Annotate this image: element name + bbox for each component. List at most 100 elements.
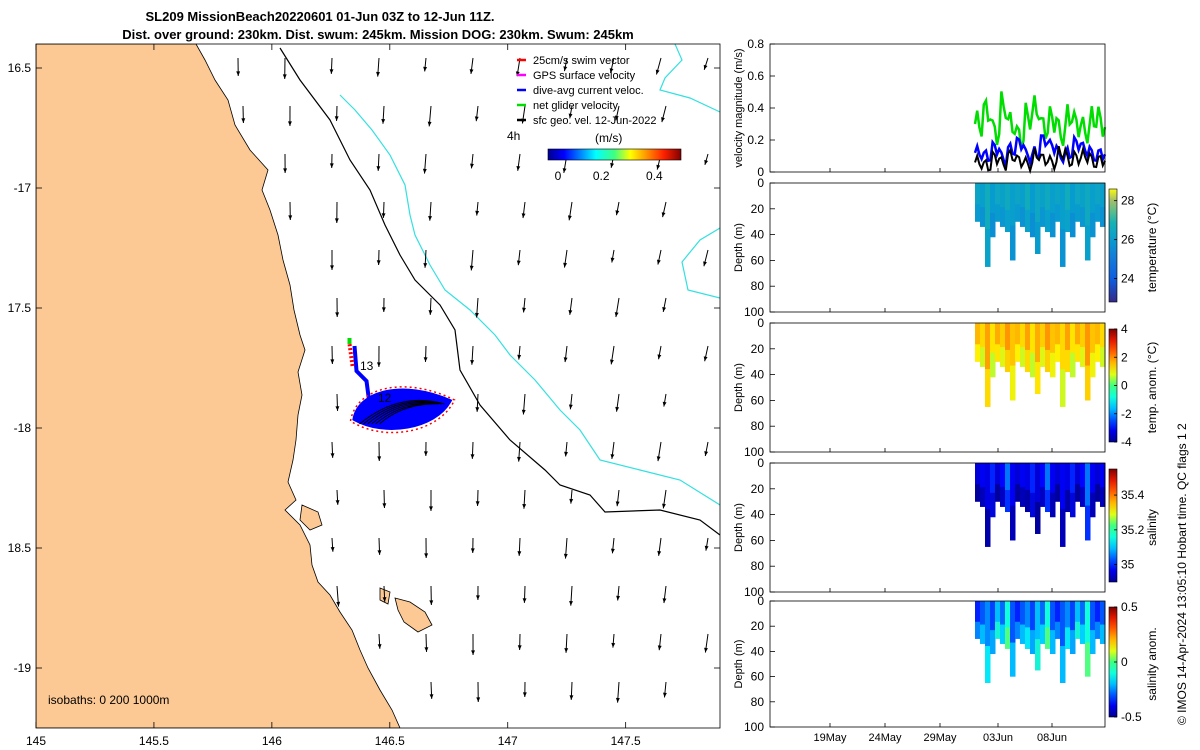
profile-column-deep [1065,349,1071,373]
map-y-tick-label: 17.5 [8,301,32,315]
profile-column-deep [1055,344,1061,362]
profile-column-deep [1035,639,1041,671]
colorbar-tick-label: 0 [1121,379,1128,393]
profile-column-deep [1070,212,1076,238]
profile-column-deep [980,624,986,644]
profile-column [1075,183,1081,222]
profile-column-deep [1080,487,1086,507]
y-tick-label: 100 [744,585,764,599]
profile-column-deep [1010,505,1016,541]
sfc-geo-vector-head [381,213,386,218]
sfc-geo-vector-head [704,451,709,457]
profile-column [1010,183,1016,261]
geostrophic-vector-field [236,57,709,703]
profile-column [1085,323,1091,401]
sfc-geo-vector-head [335,406,340,411]
profile-column-deep [1020,487,1026,507]
profile-column-deep [1050,630,1056,654]
sfc-geo-vector-head [662,503,666,509]
sfc-geo-vector-head [615,406,620,412]
figure-title-line1: SL209 MissionBeach20220601 01-Jun 03Z to… [146,9,495,24]
profile-column-deep [975,204,981,222]
sfc-geo-vector-head [662,401,667,407]
y-tick-label: 100 [744,305,764,319]
profile-column [980,463,986,507]
colorbar-tick-label: -4 [1121,435,1132,449]
profile-column-deep [1000,624,1006,644]
temperature-panel: 0 20 40 60 80 100 28 26 24 temperature (°C) Depth … [733,176,1159,319]
legend-label: sfc geo. vel. 12-Jun-2022 [533,115,657,127]
sfc-geo-vector-head [615,210,620,216]
sfc-geo-vector-head [564,648,569,653]
profile-column [975,463,981,502]
colorbar-label: salinity anom. [1145,627,1159,700]
map-axis-ticks: 145 145.5 146 146.5 147 147.5 16.5 -17 17.5 -18 18… [8,44,720,748]
map-x-tick-label: 145 [26,734,46,748]
profile-column-deep [980,487,986,507]
panel-colorbar [1108,468,1118,583]
sfc-geo-vector-head [567,215,572,221]
colorbar-tick-label: 28 [1121,194,1135,208]
profile-column-deep [1045,627,1051,649]
profile-column [1080,601,1086,644]
profile-column [1060,601,1066,683]
sfc-geo-vector-head [423,66,428,72]
profile-column-deep [1070,352,1076,378]
sfc-geo-vector-head [521,213,526,219]
sfc-geo-vector-head [569,695,574,700]
sfc-geo-vector-head [476,697,481,702]
y-tick-label: 0 [757,316,764,330]
velocity-series-line [973,91,1107,150]
velocity-series-line [973,133,1107,168]
colorbar-tick-label: 0.5 [1121,600,1138,614]
speed-colorbar [547,148,682,161]
y-tick-label: 0.6 [747,69,764,83]
profile-column-deep [1100,624,1106,644]
sfc-geo-vector-head [376,260,381,265]
sfc-geo-vector-head [657,645,662,651]
profile-column [1090,183,1096,238]
track-loop [379,403,430,425]
y-tick-label: 20 [751,619,765,633]
profile-column-deep [1080,207,1086,227]
sfc-geo-vector-head [381,307,386,312]
profile-column-deep [1030,630,1036,654]
map-x-tick-label: 146.5 [375,734,405,748]
colorbar-tick-label: 35 [1121,558,1135,572]
sfc-geo-vector-head [569,498,574,504]
profile-column [1060,183,1066,267]
profile-column [980,323,986,367]
profile-column-deep [1025,349,1031,373]
time-axis-tick-label: 03Jun [983,732,1013,744]
sfc-geo-vector-head [517,645,522,650]
profile-column [1085,601,1091,677]
profile-column [995,463,1001,502]
profile-column-deep [1020,624,1026,644]
profile-column [1070,463,1076,518]
sfc-geo-vector-head [516,260,521,266]
sfc-geo-vector-head [563,553,568,559]
profile-column [1090,601,1096,654]
colorbar-tick-label: -0.5 [1121,710,1142,724]
sfc-geo-vector-head [615,501,620,507]
profile-column-deep [1030,212,1036,238]
sfc-geo-vector-head [288,215,293,220]
sfc-geo-vector-head [424,647,429,652]
profile-column [1055,323,1061,362]
panel-y-label: velocity magnitude (m/s) [733,48,745,167]
island-2 [394,597,433,633]
y-tick-label: 40 [751,644,765,658]
profile-column [1020,323,1026,367]
profile-column-deep [980,207,986,227]
profile-column [1040,463,1046,507]
profile-column [1055,601,1061,639]
sfc-geo-vector-head [661,212,666,218]
y-tick-label: 80 [751,695,765,709]
sfc-geo-vector-head [427,121,432,127]
profile-column [1020,601,1026,644]
profile-column-deep [1075,621,1081,639]
sfc-geo-vector-head [609,359,614,365]
y-tick-label: 40 [751,508,765,522]
